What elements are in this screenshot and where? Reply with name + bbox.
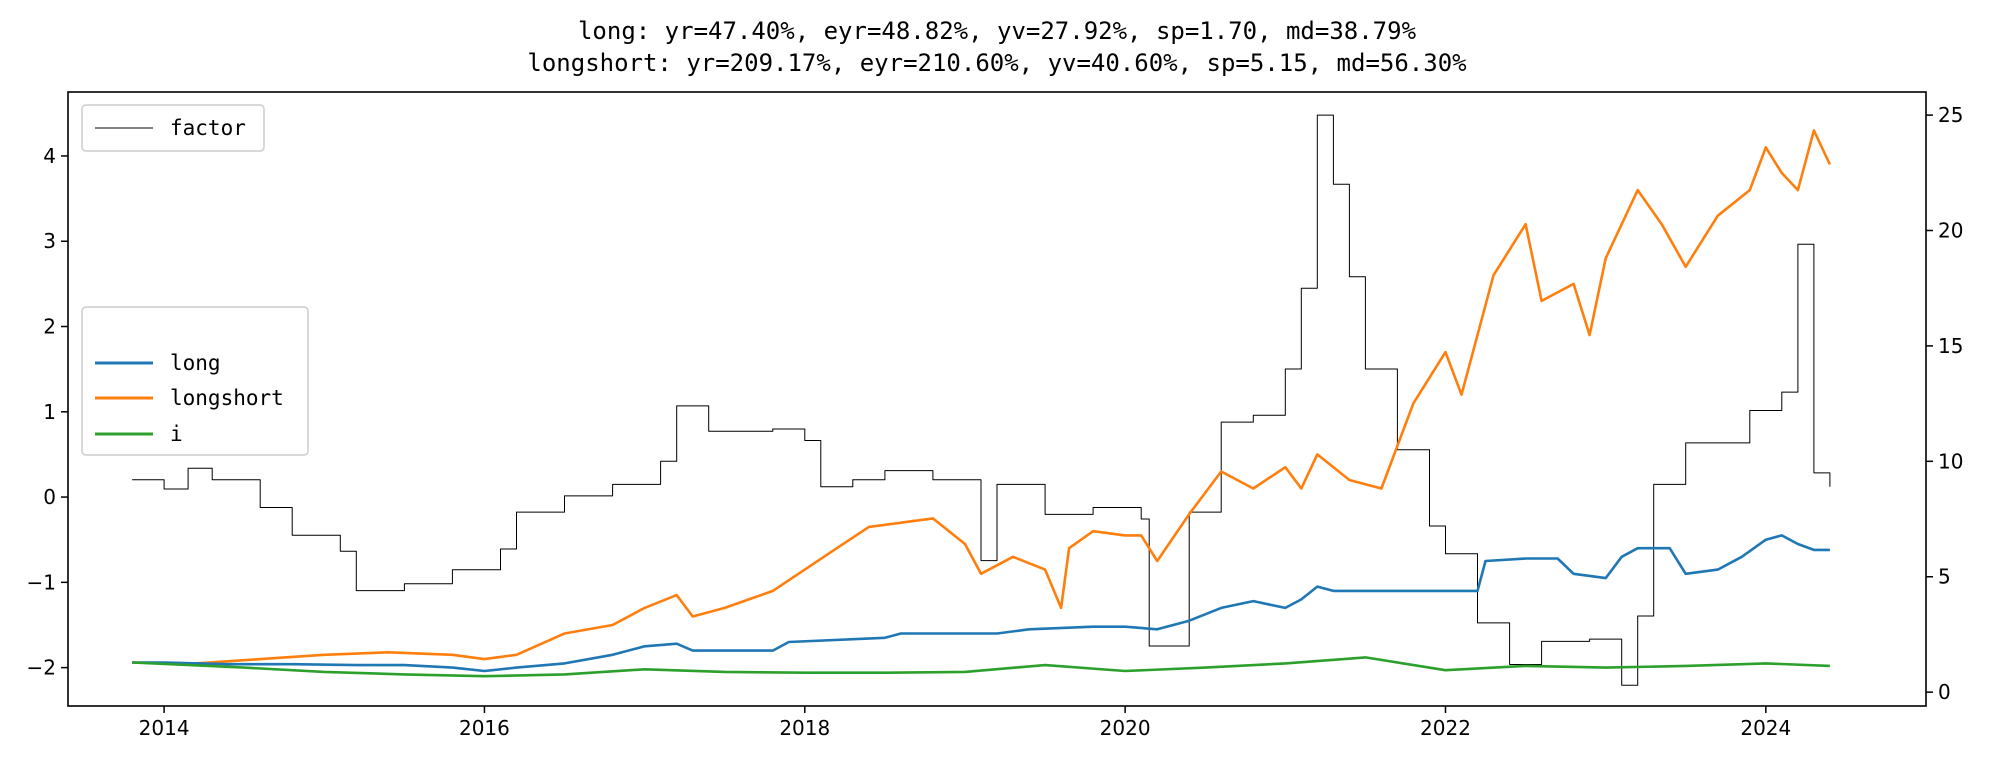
x-tick-label-2016: 2016 bbox=[459, 716, 510, 740]
y-left-tick-label--1: −1 bbox=[27, 570, 56, 594]
chart-title-line-2: longshort: yr=209.17%, eyr=210.60%, yv=4… bbox=[527, 49, 1467, 77]
series-line-factor bbox=[132, 114, 1831, 686]
y-left-tick-label--2: −2 bbox=[27, 656, 56, 680]
series-line-longshort bbox=[132, 129, 1832, 665]
x-tick-label-2014: 2014 bbox=[139, 716, 190, 740]
axes-layer: 2014 2016 2018 2020 2022 2024 −2 −1 0 1 2 3 4 0 5 10 15 2… bbox=[27, 103, 1964, 740]
y-right-tick-label-20: 20 bbox=[1938, 218, 1963, 242]
legend-i-label: i bbox=[170, 422, 183, 446]
y-right-tick-label-10: 10 bbox=[1938, 449, 1963, 473]
x-tick-label-2020: 2020 bbox=[1100, 716, 1151, 740]
series-line-long bbox=[132, 534, 1830, 673]
y-left-tick-label-4: 4 bbox=[43, 144, 56, 168]
legend-main: long longshort i bbox=[81, 306, 309, 456]
y-right-tick-label-5: 5 bbox=[1938, 565, 1951, 589]
y-right-tick-label-0: 0 bbox=[1938, 680, 1951, 704]
series-line-i bbox=[132, 656, 1830, 678]
y-left-tick-label-3: 3 bbox=[43, 229, 56, 253]
legend-main-box bbox=[81, 306, 309, 456]
y-right-tick-label-15: 15 bbox=[1938, 334, 1963, 358]
y-left-tick-label-1: 1 bbox=[43, 400, 56, 424]
y-left-tick-label-0: 0 bbox=[43, 485, 56, 509]
plot-frame bbox=[67, 91, 1927, 707]
x-tick-label-2022: 2022 bbox=[1420, 716, 1471, 740]
legend-factor-box bbox=[81, 104, 265, 152]
legend-longshort-label: longshort bbox=[170, 386, 284, 410]
x-tick-label-2024: 2024 bbox=[1740, 716, 1791, 740]
legend-factor: factor bbox=[81, 104, 265, 152]
y-left-tick-label-2: 2 bbox=[43, 315, 56, 339]
legend-long-label: long bbox=[170, 351, 221, 375]
y-right-tick-label-25: 25 bbox=[1938, 103, 1963, 127]
legend-factor-label: factor bbox=[170, 116, 246, 140]
x-tick-label-2018: 2018 bbox=[779, 716, 830, 740]
chart-title-line-1: long: yr=47.40%, eyr=48.82%, yv=27.92%, … bbox=[578, 17, 1417, 45]
series-layer bbox=[132, 114, 1832, 686]
